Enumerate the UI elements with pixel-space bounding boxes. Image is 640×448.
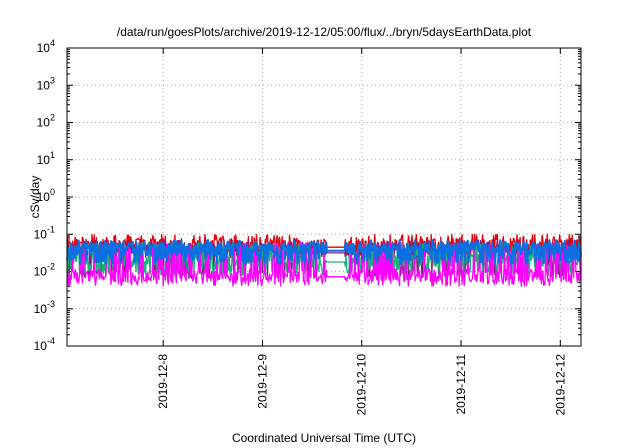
chart-title: /data/run/goesPlots/archive/2019-12-12/0…: [117, 25, 532, 39]
y-tick-label: 100: [37, 187, 55, 204]
y-tick-label: 104: [37, 38, 55, 55]
series-line-5: [66, 239, 582, 265]
data-series: [66, 233, 582, 287]
x-tick-label: 2019-12-10: [355, 354, 369, 416]
y-tick-label: 101: [37, 150, 55, 167]
x-tick-labels: 2019-12-8 2019-12-9 2019-12-10 2019-12-11 20…: [156, 354, 567, 416]
x-tick-label: 2019-12-12: [553, 354, 567, 416]
plot-frame: [66, 47, 582, 347]
y-tick-label: 10-1: [34, 224, 55, 241]
y-tick-labels: 10-4 10-3 10-2 10-1 100 101 102 103 104: [34, 38, 55, 353]
y-tick-label: 103: [37, 75, 55, 92]
y-tick-label: 10-2: [34, 262, 55, 279]
x-tick-label: 2019-12-9: [255, 354, 269, 409]
x-tick-label: 2019-12-11: [454, 354, 468, 415]
grid-lines: [67, 47, 581, 347]
series-line-1: [66, 233, 582, 258]
x-axis-label: Coordinated Universal Time (UTC): [232, 431, 416, 445]
y-tick-label: 10-3: [34, 299, 55, 316]
y-axis-label: cSv/day: [28, 176, 42, 219]
y-tick-label: 10-4: [34, 336, 55, 353]
y-tick-label: 102: [37, 113, 55, 130]
x-tick-label: 2019-12-8: [156, 354, 170, 409]
